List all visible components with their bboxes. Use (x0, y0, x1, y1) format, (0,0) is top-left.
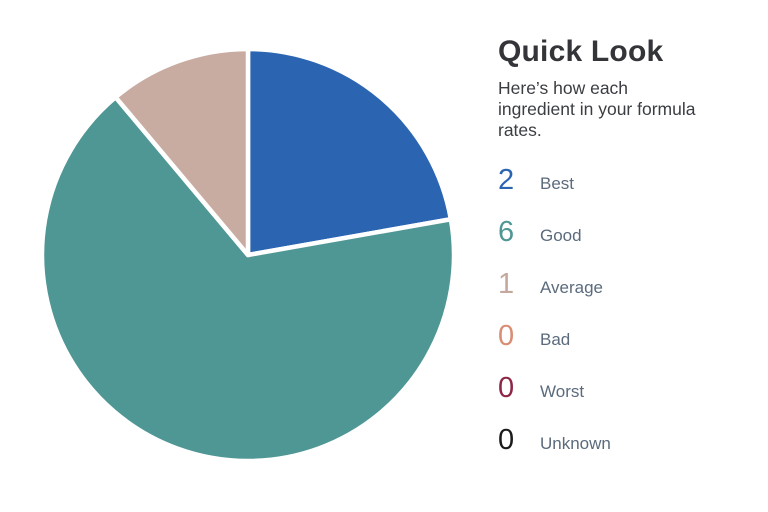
legend-item-average: 1 Average (498, 269, 748, 299)
legend-count: 0 (498, 424, 515, 456)
pie-slice-average (113, 46, 251, 258)
legend-count: 2 (498, 164, 515, 196)
legend-count: 6 (498, 216, 515, 248)
legend-item-good: 6 Good (498, 217, 748, 247)
pie-chart (39, 46, 457, 464)
subtitle: Here’s how each ingredient in your formu… (498, 78, 748, 141)
legend-count: 0 (498, 320, 515, 352)
pie-slice-best (245, 46, 454, 258)
legend-label: Worst (540, 382, 585, 401)
legend-label: Best (540, 174, 575, 193)
legend-label: Bad (540, 330, 571, 349)
subtitle-line: rates. (498, 120, 542, 140)
page-title: Quick Look (498, 35, 664, 68)
legend-label: Good (540, 226, 582, 245)
legend-item-bad: 0 Bad (498, 321, 748, 351)
subtitle-line: ingredient in your formula (498, 99, 696, 119)
subtitle-line: Here’s how each (498, 78, 629, 98)
legend: 2 Best 6 Good 1 Average 0 Bad 0 Worst 0 Unknown (498, 165, 748, 477)
legend-label: Average (540, 278, 604, 297)
legend-item-unknown: 0 Unknown (498, 425, 748, 455)
legend-count: 1 (498, 268, 515, 300)
legend-item-best: 2 Best (498, 165, 748, 195)
quick-look-panel: Quick Look Here’s how each ingredient in… (498, 34, 748, 141)
legend-item-worst: 0 Worst (498, 373, 748, 403)
legend-label: Unknown (540, 434, 611, 453)
legend-count: 0 (498, 372, 515, 404)
pie-slice-good (39, 94, 457, 464)
